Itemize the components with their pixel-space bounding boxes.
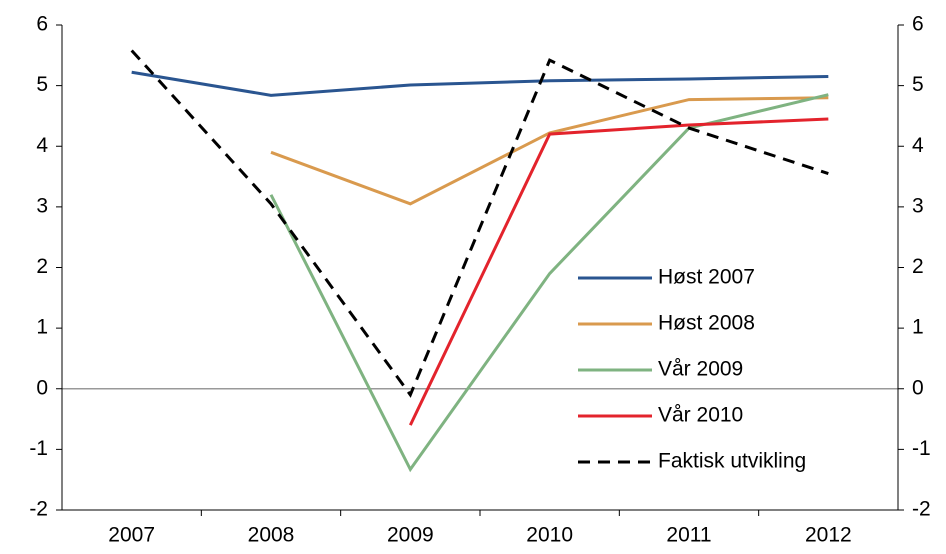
y-tick-label: 6 (36, 13, 48, 36)
y-tick-label: 1 (36, 316, 48, 339)
y2-tick-label: -2 (912, 498, 931, 521)
y-tick-label: 4 (36, 134, 48, 157)
y-tick-label: 5 (36, 73, 48, 96)
series-line (130, 49, 829, 398)
x-tick-label: 2007 (108, 524, 155, 547)
y2-tick-label: 0 (912, 376, 924, 399)
x-tick-label: 2009 (387, 524, 434, 547)
legend-label: Høst 2007 (658, 266, 755, 289)
y-tick-label: 0 (36, 376, 48, 399)
x-tick-label: 2008 (248, 524, 295, 547)
y2-tick-label: 3 (912, 194, 924, 217)
y-tick-label: 2 (36, 255, 48, 278)
y2-tick-label: 6 (912, 13, 924, 36)
legend-label: Høst 2008 (658, 312, 755, 335)
y-tick-label: -2 (29, 498, 48, 521)
y2-tick-label: -1 (912, 437, 931, 460)
legend-label: Faktisk utvikling (658, 450, 806, 473)
series-line (131, 70, 829, 97)
x-tick-label: 2010 (526, 524, 573, 547)
x-tick-label: 2011 (666, 524, 711, 547)
legend-label: Vår 2010 (658, 404, 743, 427)
y2-tick-label: 1 (912, 316, 924, 339)
x-tick-label: 2012 (805, 524, 852, 547)
legend-label: Vår 2009 (658, 358, 743, 381)
series-line (408, 117, 829, 426)
y2-tick-label: 5 (912, 73, 924, 96)
y-tick-label: -1 (29, 437, 48, 460)
y2-tick-label: 4 (912, 134, 924, 157)
y2-tick-label: 2 (912, 255, 924, 278)
series-line (269, 93, 829, 473)
y-tick-label: 3 (36, 194, 48, 217)
